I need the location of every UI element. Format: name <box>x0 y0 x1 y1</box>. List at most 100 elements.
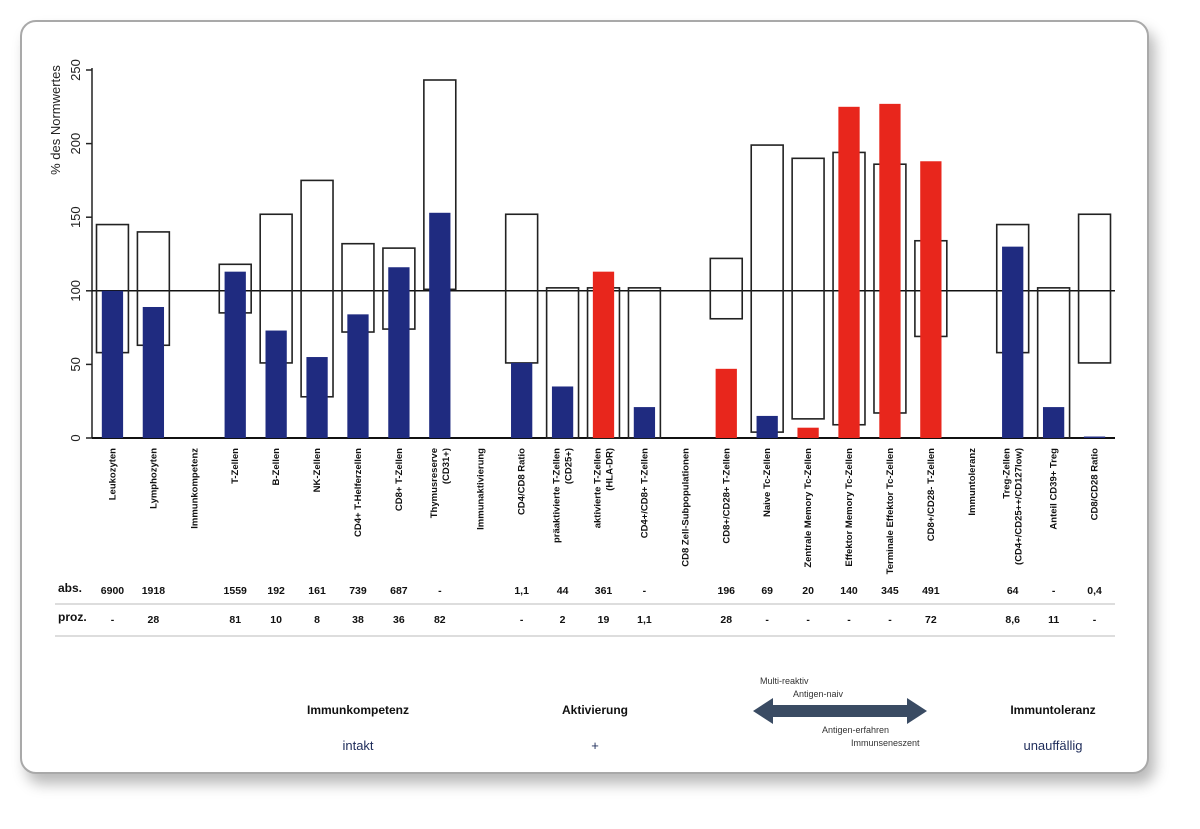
category-label: Immuntoleranz <box>967 448 978 516</box>
proz-value: 1,1 <box>637 614 652 626</box>
abs-value: 196 <box>717 585 735 597</box>
y-tick-label: 100 <box>68 280 83 302</box>
reference-range-box <box>504 213 539 364</box>
value-bar <box>838 106 860 439</box>
value-bar <box>920 161 942 438</box>
category-label: präaktivierte T-Zellen <box>552 448 563 543</box>
arrow-label-immunseneszent: Immunseneszent <box>851 738 920 748</box>
proz-value: 28 <box>148 614 160 626</box>
value-bar <box>224 271 246 438</box>
arrow-label-antigen-erfahren: Antigen-erfahren <box>822 725 890 735</box>
value-bar <box>511 362 533 438</box>
arrow-graphic <box>753 698 927 724</box>
value-bar <box>1002 246 1024 438</box>
value-bar <box>879 103 901 438</box>
category-label: (CD25+) <box>564 448 575 484</box>
value-bar <box>633 407 656 438</box>
proz-value: - <box>111 614 115 626</box>
value-bar <box>551 386 574 438</box>
proz-value: 19 <box>598 614 610 626</box>
category-label: Anteil CD39+ Treg <box>1049 448 1060 530</box>
proz-value: - <box>765 614 769 626</box>
proz-value: - <box>1093 614 1097 626</box>
reference-range-box <box>750 144 784 433</box>
y-tick-label: 150 <box>68 206 83 228</box>
abs-value: 192 <box>267 585 285 597</box>
status-immuntoleranz: unauffällig <box>1023 738 1083 753</box>
category-labels: Leukozyten Lymphozyten Immunkompetenz T-Zel… <box>107 448 1100 575</box>
category-label: Treg-Zellen <box>1002 448 1013 499</box>
abs-value: 687 <box>390 585 408 597</box>
abs-value: 491 <box>922 585 940 597</box>
category-label: (HLA-DR) <box>605 448 616 491</box>
value-bar <box>142 306 165 438</box>
value-bar <box>797 427 819 438</box>
abs-value: 361 <box>595 585 613 597</box>
abs-value: 20 <box>802 585 814 597</box>
category-label: Thymusreserve <box>429 448 440 518</box>
category-label: Immunkompetenz <box>189 448 200 529</box>
proz-value: 10 <box>270 614 282 626</box>
category-label: CD8+/CD28- T-Zellen <box>926 448 937 541</box>
category-label: T-Zellen <box>230 448 241 484</box>
category-label: (CD31+) <box>441 448 452 484</box>
category-label: Naive Tc-Zellen <box>762 448 773 517</box>
reference-range-box <box>791 157 825 420</box>
abs-value: 1559 <box>224 585 248 597</box>
abs-value: 69 <box>761 585 773 597</box>
abs-value: 739 <box>349 585 367 597</box>
row-label-abs: abs. <box>58 581 82 595</box>
status-aktivierung: + <box>591 738 599 753</box>
category-label: CD8+ T-Zellen <box>394 448 405 511</box>
proz-value: 81 <box>229 614 241 626</box>
abs-value: 345 <box>881 585 899 597</box>
double-arrow <box>753 698 927 724</box>
value-bar <box>429 212 451 438</box>
category-label: (CD4+/CD25++/CD127low) <box>1014 448 1025 565</box>
reference-range-box <box>1077 213 1112 364</box>
section-title-aktivierung: Aktivierung <box>561 703 629 717</box>
category-label: Terminale Effektor Tc-Zellen <box>885 448 896 575</box>
values-table: 6900-1918281559811921016187393868736-821… <box>55 581 1115 637</box>
category-label: Immunaktivierung <box>476 448 487 530</box>
category-label: CD4+/CD8+ T-Zellen <box>639 448 650 538</box>
proz-value: 11 <box>1048 614 1059 626</box>
abs-value: 1,1 <box>514 585 529 597</box>
category-label: CD8/CD28 Ratio <box>1090 448 1101 521</box>
value-bar <box>592 271 615 438</box>
section-title-immunkompetenz: Immunkompetenz <box>306 703 410 717</box>
proz-value: 36 <box>393 614 405 626</box>
abs-value: 161 <box>308 585 326 597</box>
row-label-proz: proz. <box>58 610 87 624</box>
category-label: B-Zellen <box>271 448 282 486</box>
value-bar <box>265 330 287 438</box>
value-bar <box>101 290 124 438</box>
category-label: CD4+ T-Helferzellen <box>353 448 364 537</box>
reference-range-box <box>709 257 744 320</box>
value-bar <box>1083 436 1106 438</box>
abs-value: 0,4 <box>1087 585 1102 597</box>
value-bar <box>347 314 369 438</box>
proz-value: 82 <box>434 614 446 626</box>
proz-value: 2 <box>560 614 566 626</box>
status-immunkompetenz: intakt <box>342 738 374 753</box>
proz-value: - <box>888 614 892 626</box>
abs-value: - <box>643 585 647 597</box>
y-axis-label: % des Normwertes <box>48 65 63 175</box>
proz-value: 72 <box>925 614 937 626</box>
section-title-immuntoleranz: Immuntoleranz <box>1010 703 1096 717</box>
category-label: Effektor Memory Tc-Zellen <box>844 448 855 567</box>
value-bar <box>715 368 737 438</box>
value-bar <box>1042 407 1065 438</box>
abs-value: 140 <box>840 585 858 597</box>
y-tick-label: 250 <box>68 59 83 81</box>
value-bar <box>756 415 778 438</box>
y-tick-label: 200 <box>68 133 83 155</box>
abs-value: 1918 <box>142 585 166 597</box>
proz-value: 8,6 <box>1005 614 1020 626</box>
y-tick-label: 0 <box>68 434 83 441</box>
category-label: aktivierte T-Zellen <box>593 448 604 528</box>
proz-value: 38 <box>352 614 364 626</box>
category-label: Lymphozyten <box>148 448 159 509</box>
